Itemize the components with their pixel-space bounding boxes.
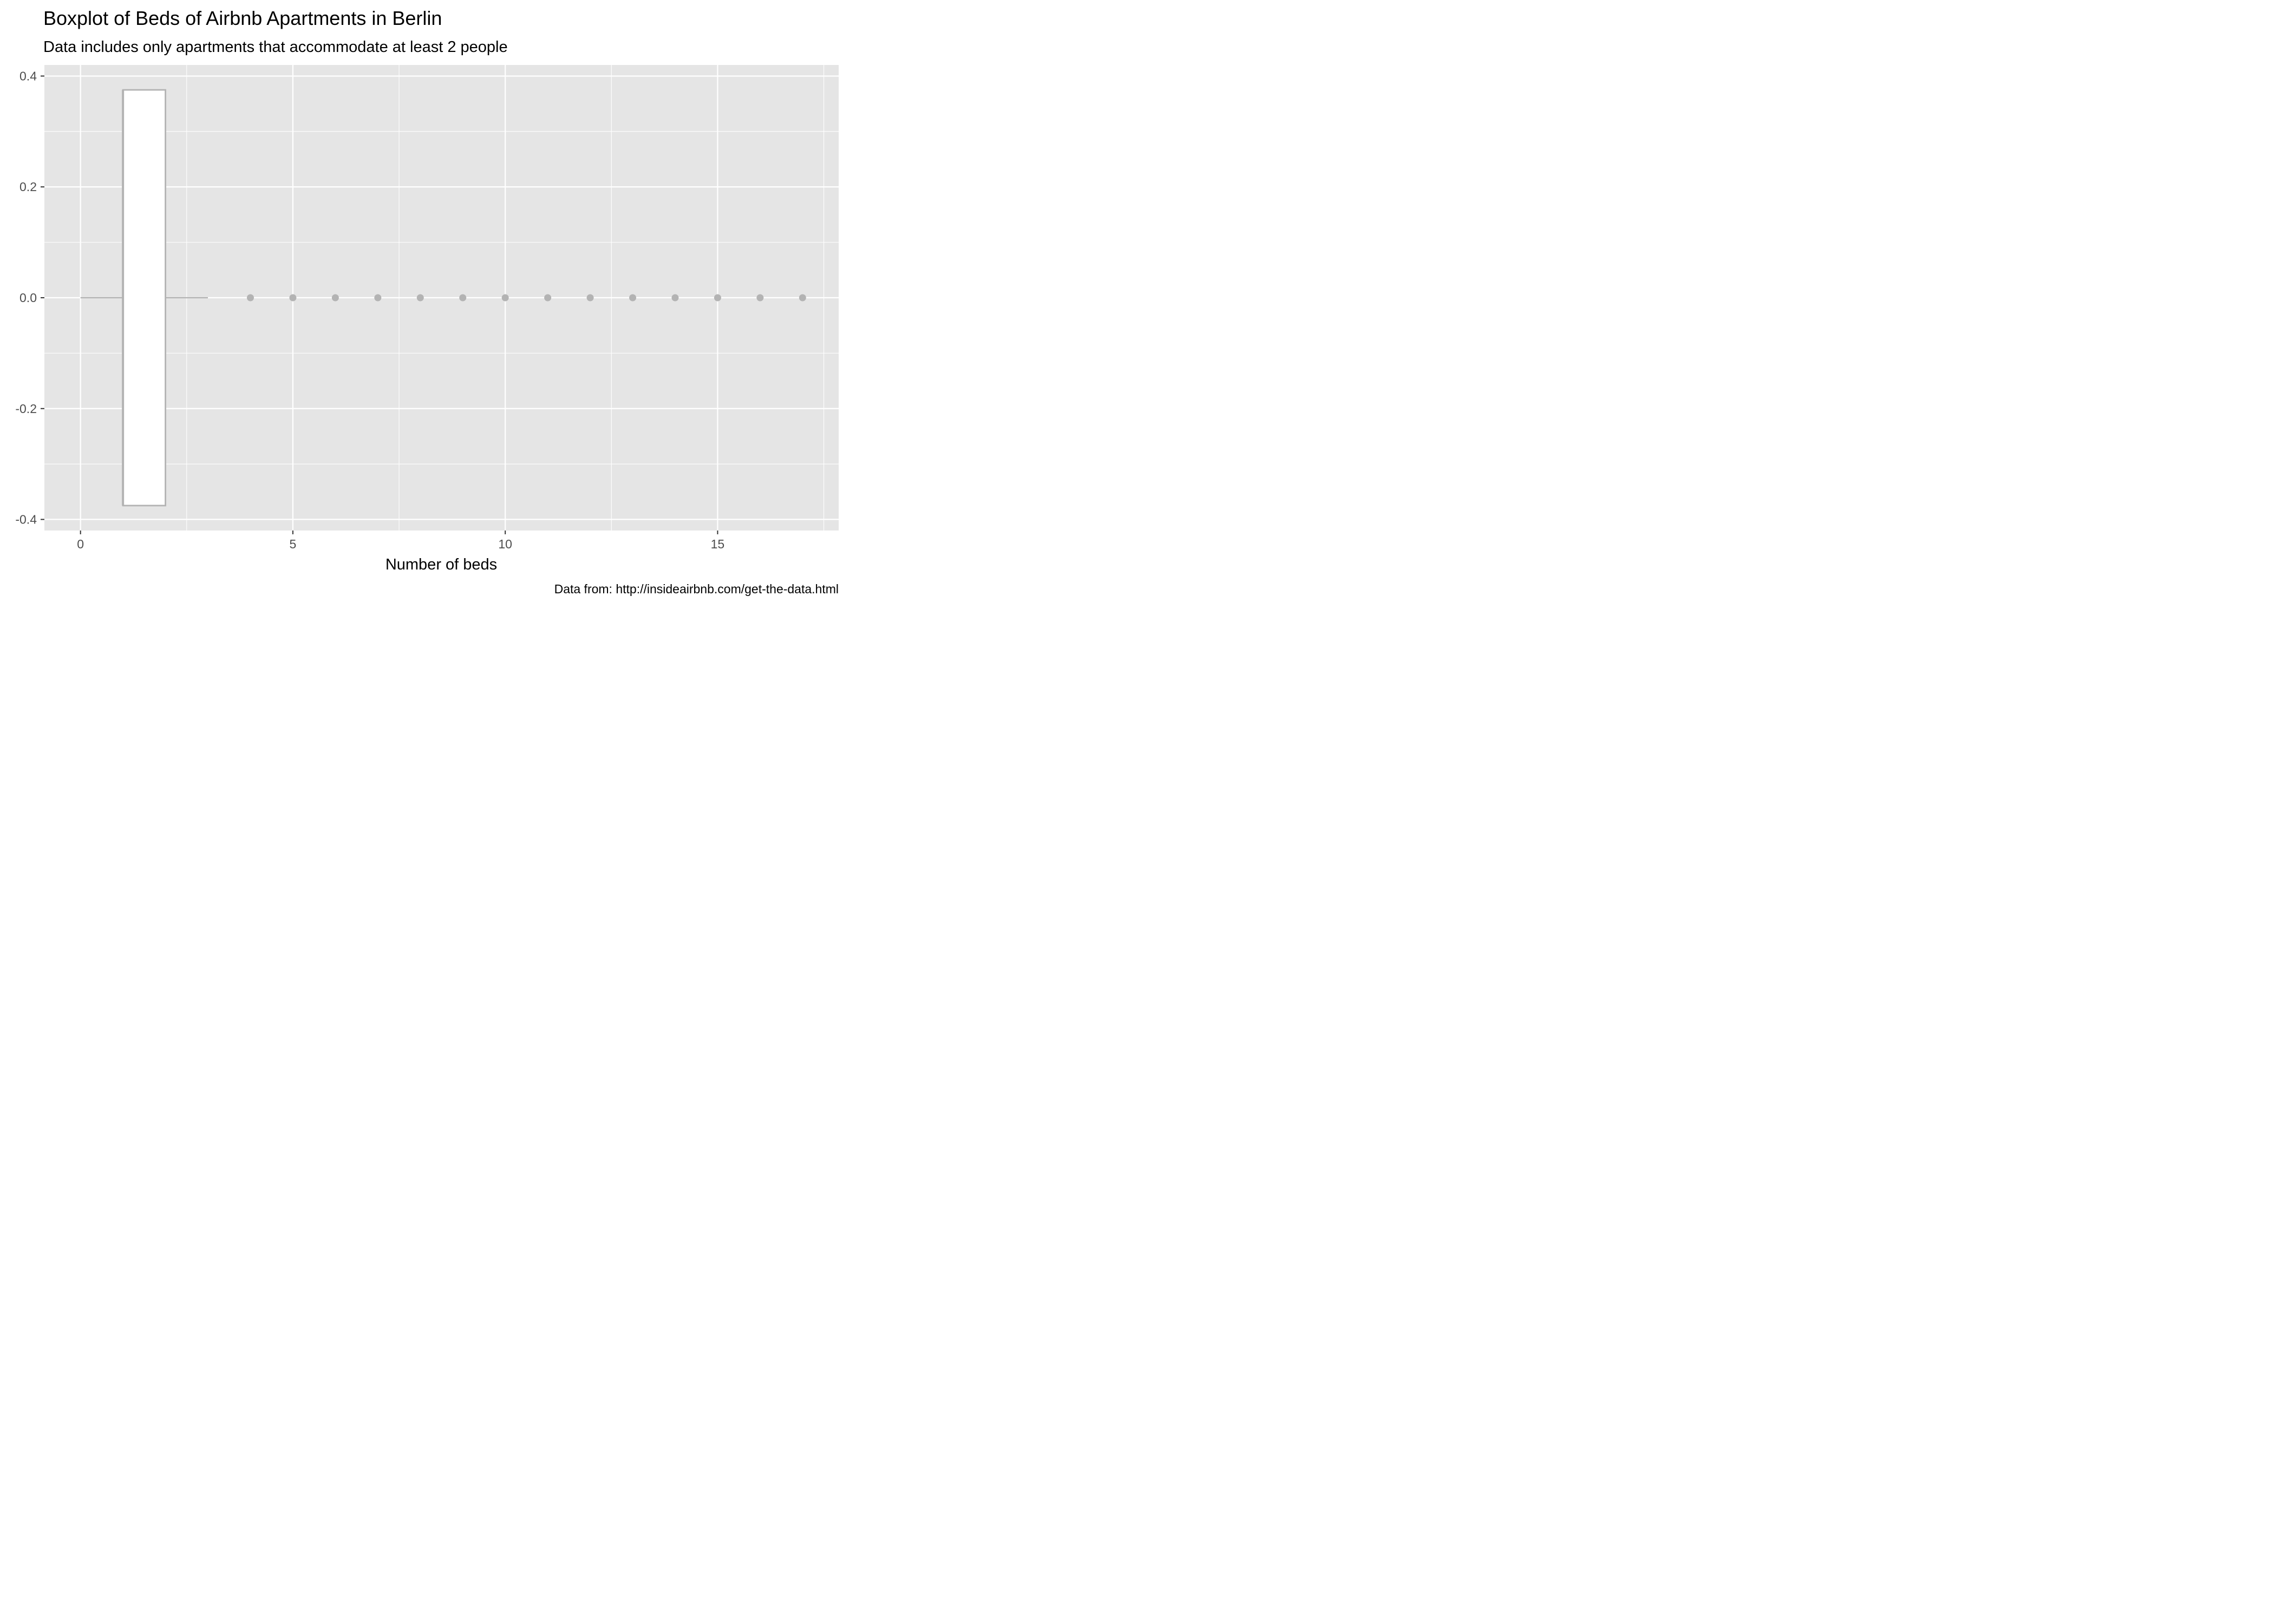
x-axis-title: Number of beds — [385, 556, 497, 573]
x-tick-label: 5 — [290, 537, 297, 551]
boxplot-marks — [80, 89, 806, 507]
outlier-point — [671, 294, 679, 302]
y-tick-label: 0.2 — [19, 180, 37, 194]
y-tick-label: 0.0 — [19, 291, 37, 305]
y-tick-label: 0.4 — [19, 69, 37, 83]
outlier-point — [756, 294, 764, 302]
x-axis: 0 5 10 15 — [77, 531, 724, 551]
outlier-point — [246, 294, 254, 302]
y-axis: 0.4 0.2 0.0 -0.2 -0.4 — [15, 69, 44, 527]
outlier-point — [459, 294, 467, 302]
outlier-point — [374, 294, 382, 302]
x-tick-label: 15 — [711, 537, 725, 551]
y-tick-label: -0.4 — [15, 513, 37, 527]
outlier-point — [544, 294, 552, 302]
chart-title: Boxplot of Beds of Airbnb Apartments in … — [43, 7, 442, 29]
outlier-point — [416, 294, 424, 302]
outlier-point — [799, 294, 806, 302]
outlier-point — [714, 294, 721, 302]
chart-subtitle: Data includes only apartments that accom… — [43, 38, 508, 56]
box-iqr — [122, 89, 166, 507]
outlier-point — [586, 294, 594, 302]
outlier-point — [629, 294, 637, 302]
outlier-point — [501, 294, 509, 302]
chart-caption: Data from: http://insideairbnb.com/get-t… — [554, 582, 839, 596]
outlier-point — [331, 294, 339, 302]
y-tick-label: -0.2 — [15, 402, 37, 416]
boxplot-chart: Boxplot of Beds of Airbnb Apartments in … — [15, 7, 839, 596]
x-tick-label: 0 — [77, 537, 84, 551]
outlier-point — [289, 294, 297, 302]
x-tick-label: 10 — [498, 537, 512, 551]
